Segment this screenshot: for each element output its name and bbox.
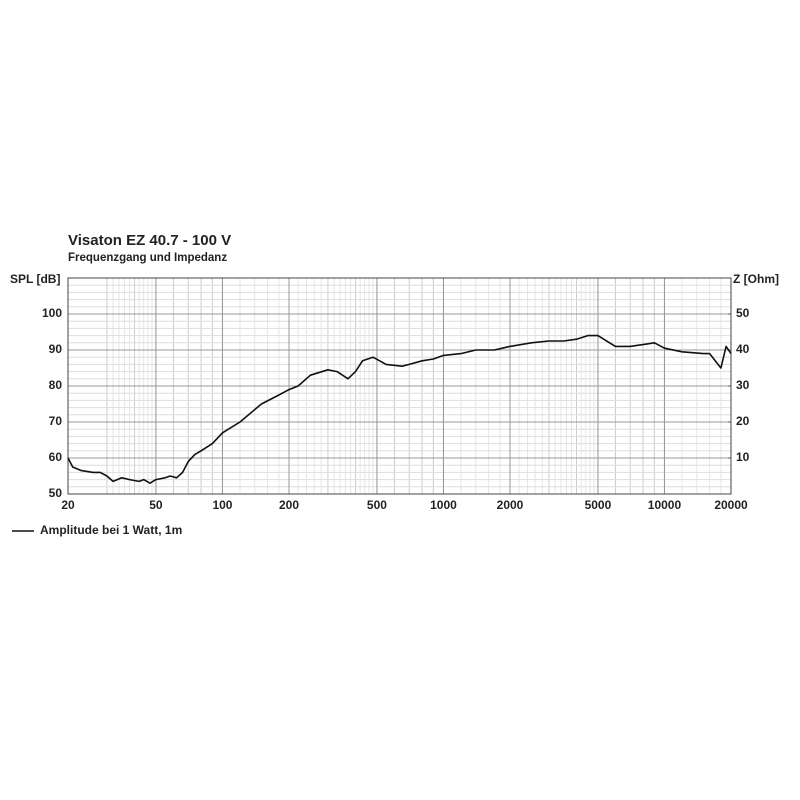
y-tick-label: 90 [49,342,63,356]
y-tick-label: 80 [49,378,63,392]
y2-axis-label: Z [Ohm] [733,272,779,286]
y2-tick-label: 30 [736,378,750,392]
y2-tick-label: 20 [736,414,750,428]
y-tick-label: 50 [49,486,63,500]
y2-tick-label: 10 [736,450,750,464]
x-tick-label: 10000 [648,498,682,512]
x-tick-label: 100 [212,498,232,512]
y-tick-label: 100 [42,306,62,320]
y2-tick-label: 50 [736,306,750,320]
x-tick-label: 200 [279,498,299,512]
x-tick-label: 20 [61,498,75,512]
x-tick-label: 5000 [585,498,612,512]
chart-subtitle: Frequenzgang und Impedanz [68,252,227,264]
y-tick-label: 60 [49,450,63,464]
x-tick-label: 50 [149,498,163,512]
line-series [67,334,732,484]
y2-tick-label: 40 [736,342,750,356]
x-tick-label: 2000 [497,498,524,512]
x-tick-label: 500 [367,498,387,512]
x-tick-label: 20000 [714,498,748,512]
legend-label: Amplitude bei 1 Watt, 1m [40,523,182,537]
chart-title: Visaton EZ 40.7 - 100 V [68,232,231,249]
y-tick-label: 70 [49,414,63,428]
plot-frame [67,277,732,495]
x-tick-label: 1000 [430,498,457,512]
y-axis-label: SPL [dB] [10,272,60,286]
